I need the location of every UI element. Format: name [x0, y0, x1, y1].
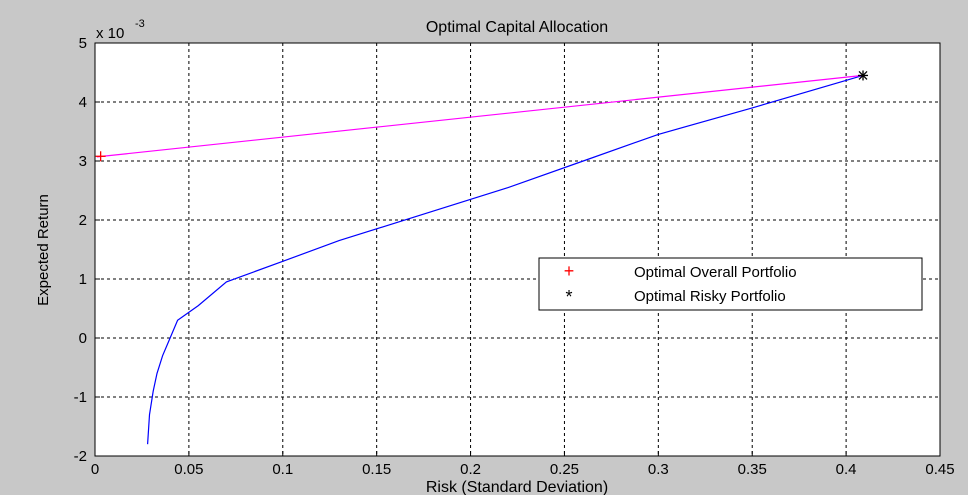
- x-tick-label: 0.1: [272, 461, 293, 478]
- y-tick-label: -1: [74, 389, 87, 406]
- series-line-0: [147, 74, 864, 445]
- legend-label-risky: Optimal Risky Portfolio: [634, 288, 786, 305]
- x-tick-label: 0.2: [460, 461, 481, 478]
- x-tick-label: 0.45: [925, 461, 954, 478]
- y-tick-label: -2: [74, 448, 87, 465]
- x-tick-label: 0.05: [174, 461, 203, 478]
- legend: + Optimal Overall Portfolio * Optimal Ri…: [538, 257, 923, 311]
- x-tick-label: 0.25: [550, 461, 579, 478]
- y-exponent-power: -3: [135, 18, 145, 30]
- y-exponent-base: x 10: [96, 25, 124, 42]
- y-tick-label: 1: [79, 271, 87, 288]
- x-tick-label: 0: [91, 461, 99, 478]
- y-axis-label: Expected Return: [35, 194, 52, 306]
- legend-box: [538, 257, 923, 311]
- y-tick-label: 3: [79, 153, 87, 170]
- axes-layer: 0 0.05 0.1 0.15 0.2 0.25 0.3 0.35 0.4 0.45 -2 -1 0 1 2…: [74, 35, 955, 478]
- x-tick-label: 0.15: [362, 461, 391, 478]
- series-layer: [95, 70, 869, 445]
- plot-area: [94, 42, 941, 457]
- y-tick-label: 2: [79, 212, 87, 229]
- legend-label-overall: Optimal Overall Portfolio: [634, 264, 797, 281]
- y-tick-label: 5: [79, 35, 87, 52]
- series-line-1: [96, 74, 864, 158]
- y-tick-label: 4: [79, 94, 87, 111]
- x-tick-label: 0.35: [738, 461, 767, 478]
- legend-marker-overall: +: [564, 261, 575, 281]
- chart-title: Optimal Capital Allocation: [426, 19, 608, 36]
- series-marker-3: [858, 70, 869, 81]
- x-tick-label: 0.3: [648, 461, 669, 478]
- y-tick-label: 0: [79, 330, 87, 347]
- x-tick-label: 0.4: [836, 461, 857, 478]
- legend-marker-risky: *: [565, 287, 572, 307]
- x-axis-label: Risk (Standard Deviation): [426, 479, 608, 495]
- series-marker-2: [95, 151, 106, 162]
